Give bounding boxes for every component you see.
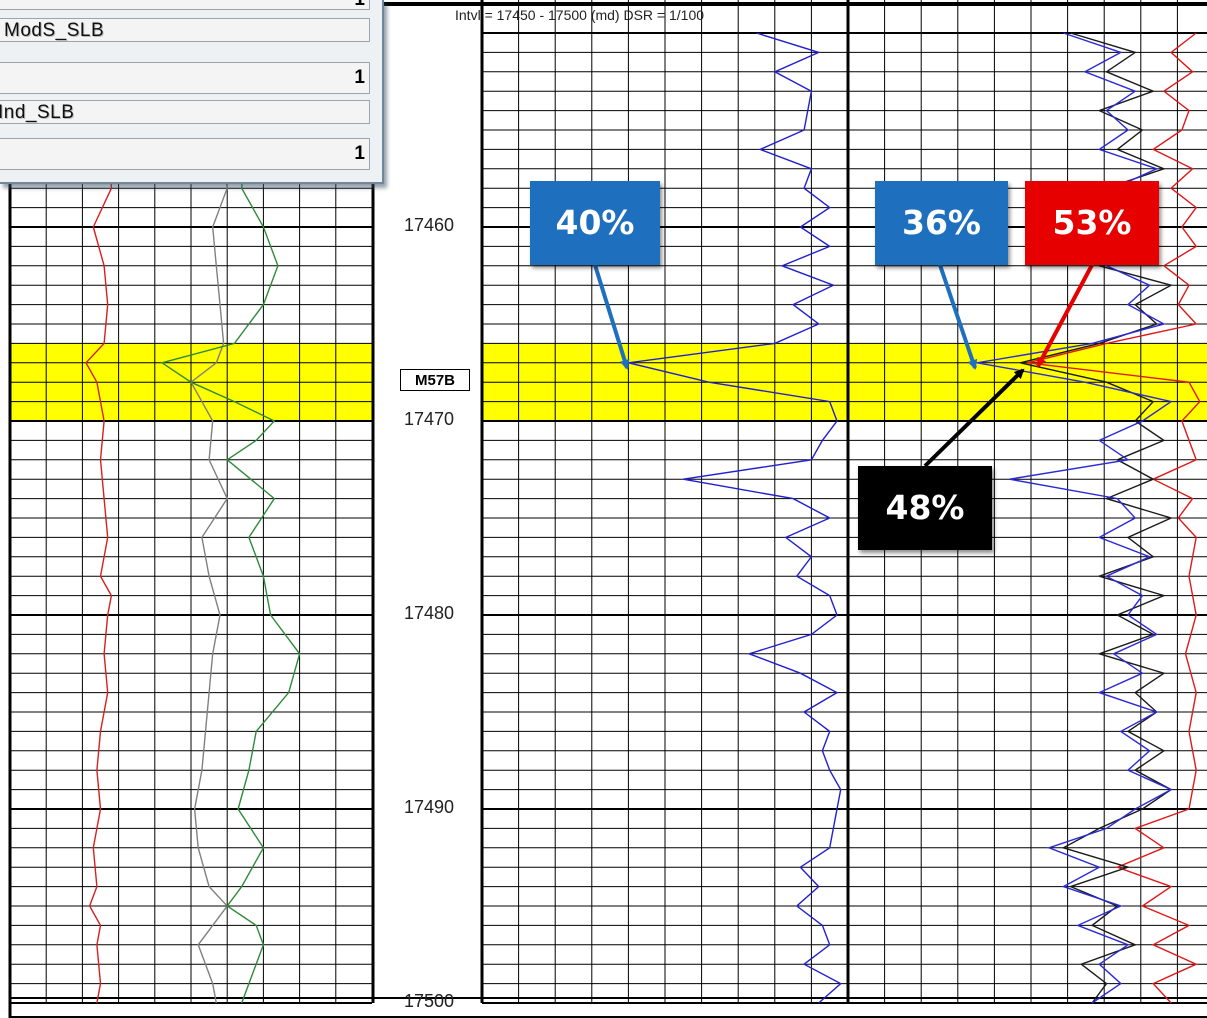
header-row-top[interactable]: 1 [0,0,370,10]
header-top-value: 1 [354,0,365,11]
curve-header-panel: 1 ModS_SLB 1 Ind_SLB 1 [0,0,384,184]
callout-53-percent: 53% [1025,181,1159,265]
callout-label: 48% [885,488,965,527]
curve-scale-value: 1 [354,143,365,164]
callout-40-percent: 40% [530,181,660,265]
curve-name: Ind_SLB [0,102,75,123]
depth-tick-label: 17500 [403,991,455,1011]
header-scale-1: 1 [0,62,370,94]
callout-arrow [923,368,1025,468]
curve-track-1-2 [160,129,301,1004]
callout-arrow [593,264,630,370]
depth-tick-label: 17470 [403,409,455,429]
header-scale-2: 1 [0,138,370,170]
depth-tick-label: 17460 [403,215,455,235]
header-curve-2[interactable]: Ind_SLB [0,100,370,124]
curve-track-1-0 [85,129,113,1004]
interval-label: Intvl = 17450 - 17500 (md) DSR = 1/100 [455,7,705,23]
depth-tick-label: 17480 [403,603,455,623]
curve-track-2-0 [628,32,842,1004]
curve-track-1-1 [190,129,229,1004]
curve-name: ModS_SLB [4,20,105,41]
zone-marker-label[interactable]: M57B [400,369,470,391]
callout-arrows [593,264,1094,468]
depth-tick-label: 17490 [403,797,455,817]
header-curve-1[interactable]: ModS_SLB [0,18,370,42]
callout-36-percent: 36% [875,181,1008,265]
callout-label: 36% [902,203,981,242]
callout-label: 40% [555,203,635,242]
callout-arrow [938,264,978,370]
curve-layer [85,32,1201,1004]
callout-48-percent: 48% [858,466,992,550]
callout-arrow [1036,264,1094,368]
curve-track-3-0 [1027,32,1201,1004]
callout-label: 53% [1052,203,1132,242]
curve-scale-value: 1 [354,67,365,88]
